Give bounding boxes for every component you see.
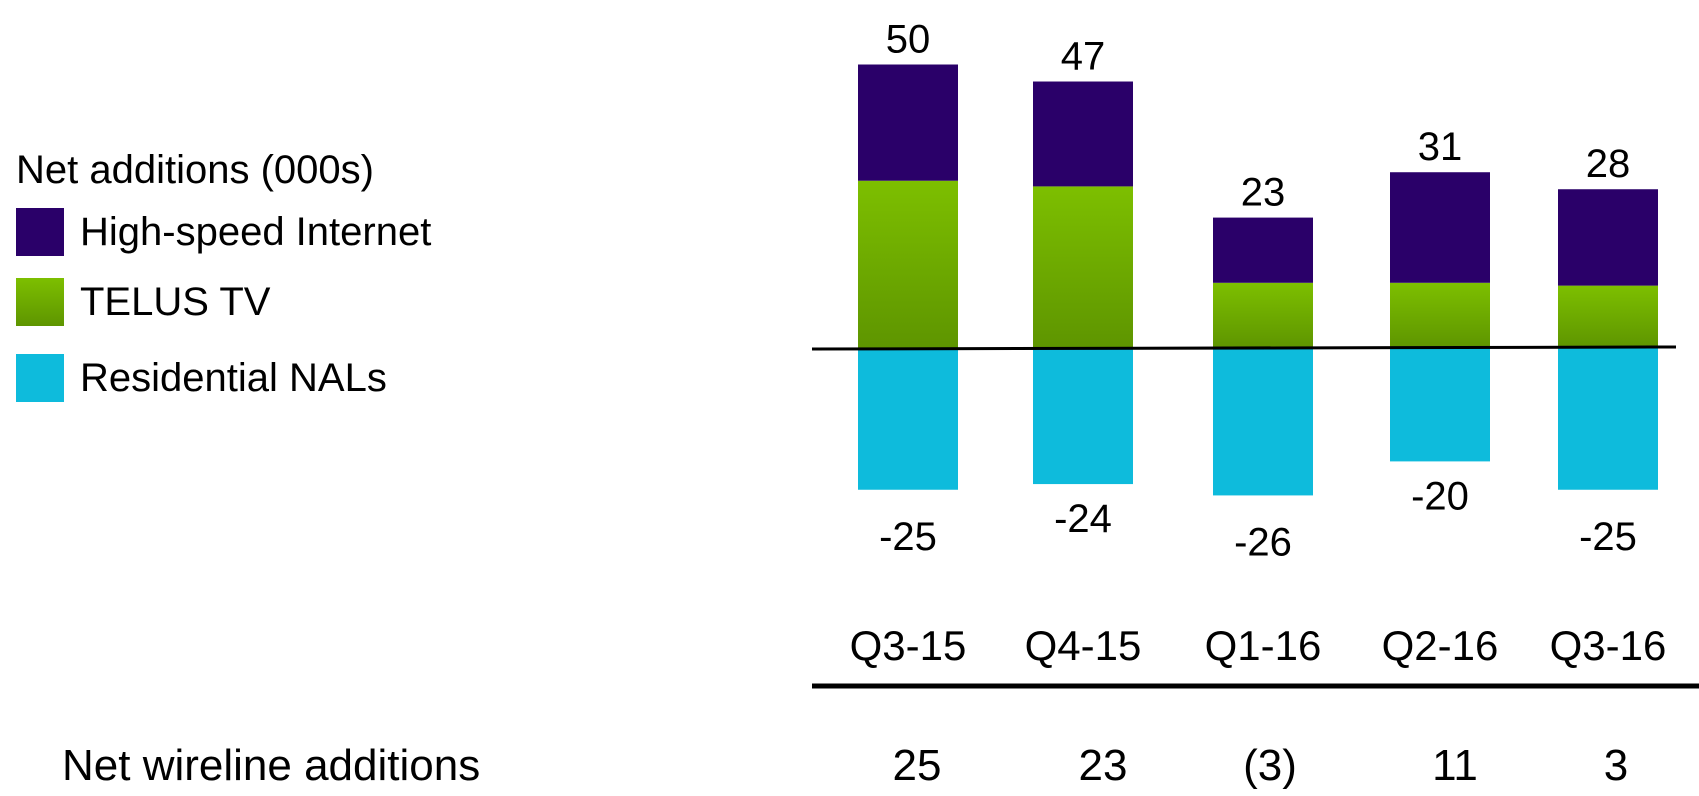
legend-item-hsi: High-speed Internet	[16, 208, 431, 256]
labels-group: 50 -25 Q3-15 47 -24 Q4-15 23 -26 Q1-16 31 -20 Q2-16…	[811, 18, 1699, 689]
category-label-q2-16: Q2-16	[1382, 622, 1499, 669]
bar-tv-q2-16	[1390, 282, 1490, 348]
legend-swatch-hsi	[16, 208, 64, 256]
category-label-q4-15: Q4-15	[1025, 622, 1142, 669]
footer-value-q3-16: 3	[1603, 741, 1629, 790]
bar-tv-q3-15	[858, 180, 958, 348]
total-label-q4-15: 47	[1061, 35, 1106, 79]
legend-swatch-nals	[16, 354, 64, 402]
legend-item-tv: TELUS TV	[16, 278, 374, 326]
bar-nals-q3-15	[858, 348, 958, 490]
category-label-q3-15: Q3-15	[850, 622, 967, 669]
bar-hsi-q3-15	[858, 64, 958, 181]
legend-item-nals: Residential NALs	[16, 354, 387, 402]
total-label-q2-16: 31	[1418, 125, 1463, 169]
footer-value-q3-15: 25	[892, 741, 942, 790]
bar-tv-q3-16	[1558, 285, 1658, 348]
footer-label: Net wireline additions	[62, 741, 481, 790]
negative-label-q2-16: -20	[1411, 474, 1469, 518]
bar-hsi-q1-16	[1213, 217, 1313, 283]
footer-value-q2-16: 11	[1432, 741, 1478, 790]
legend-label-tv: TELUS TV	[80, 280, 271, 324]
bar-nals-q1-16	[1213, 348, 1313, 496]
bar-nals-q2-16	[1390, 348, 1490, 462]
category-label-q3-16: Q3-16	[1550, 622, 1667, 669]
total-label-q3-15: 50	[886, 18, 931, 62]
negative-label-q3-16: -25	[1579, 515, 1637, 559]
bar-nals-q3-16	[1558, 348, 1658, 490]
legend-label-hsi: High-speed Internet	[80, 210, 432, 254]
bar-nals-q4-15	[1033, 348, 1133, 485]
bar-hsi-q4-15	[1033, 81, 1133, 187]
bars-group	[858, 64, 1658, 496]
negative-label-q4-15: -24	[1054, 497, 1112, 541]
negative-label-q1-16: -26	[1234, 520, 1292, 564]
footer-value-q1-16: (3)	[1243, 741, 1297, 790]
zero-axis-line	[811, 345, 1677, 351]
total-label-q1-16: 23	[1241, 171, 1286, 215]
footer-value-q4-15: 23	[1078, 741, 1128, 790]
legend-title: Net additions (000s)	[16, 148, 374, 192]
legend: Net additions (000s) High-speed Internet…	[16, 148, 431, 424]
negative-label-q3-15: -25	[879, 515, 937, 559]
legend-swatch-tv	[16, 278, 64, 326]
bar-hsi-q3-16	[1558, 189, 1658, 286]
total-label-q3-16: 28	[1586, 142, 1631, 186]
category-label-q1-16: Q1-16	[1205, 622, 1322, 669]
legend-label-nals: Residential NALs	[80, 356, 387, 400]
bar-tv-q4-15	[1033, 186, 1133, 348]
bar-hsi-q2-16	[1390, 172, 1490, 283]
bar-tv-q1-16	[1213, 282, 1313, 348]
